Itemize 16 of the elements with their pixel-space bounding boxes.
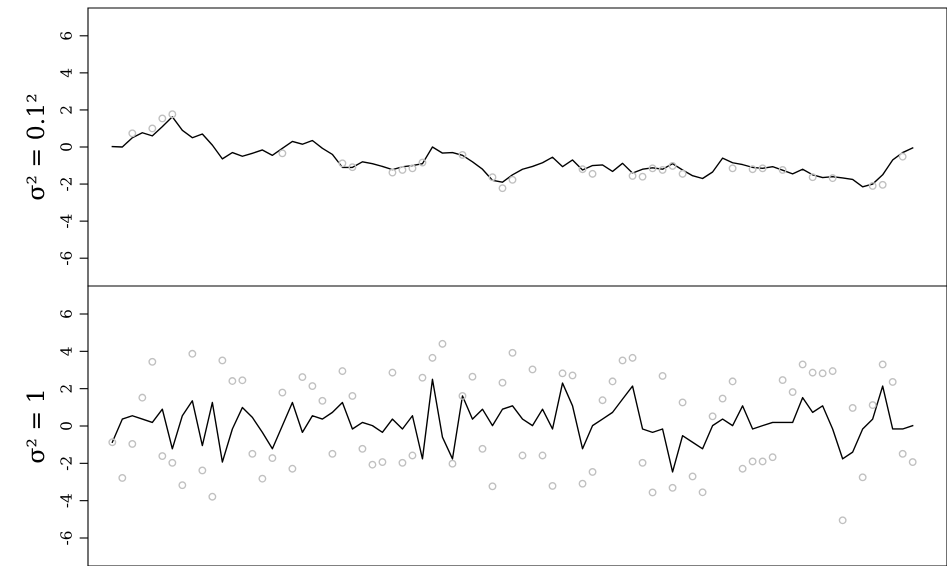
y-tick-label: -4 (60, 494, 72, 508)
y-tick-label: -6 (60, 252, 72, 265)
y-tick-label: 0 (60, 422, 72, 430)
y-axis-title: σ² = 1 (26, 392, 44, 463)
y-tick-label: 2 (60, 385, 72, 392)
y-tick-label: 4 (60, 347, 72, 356)
y-axis-title: σ² = 0.1² (26, 94, 44, 200)
y-tick-label: -2 (60, 457, 72, 470)
y-tick-label: 0 (60, 143, 72, 151)
y-tick-label: 6 (60, 310, 72, 318)
y-tick-label: 4 (60, 68, 72, 78)
y-tick-label: 2 (60, 106, 72, 114)
y-tick-label: -4 (60, 214, 72, 228)
y-tick-label: -6 (60, 532, 72, 545)
y-tick-label: -2 (60, 178, 72, 191)
y-tick-label: 6 (60, 32, 72, 40)
